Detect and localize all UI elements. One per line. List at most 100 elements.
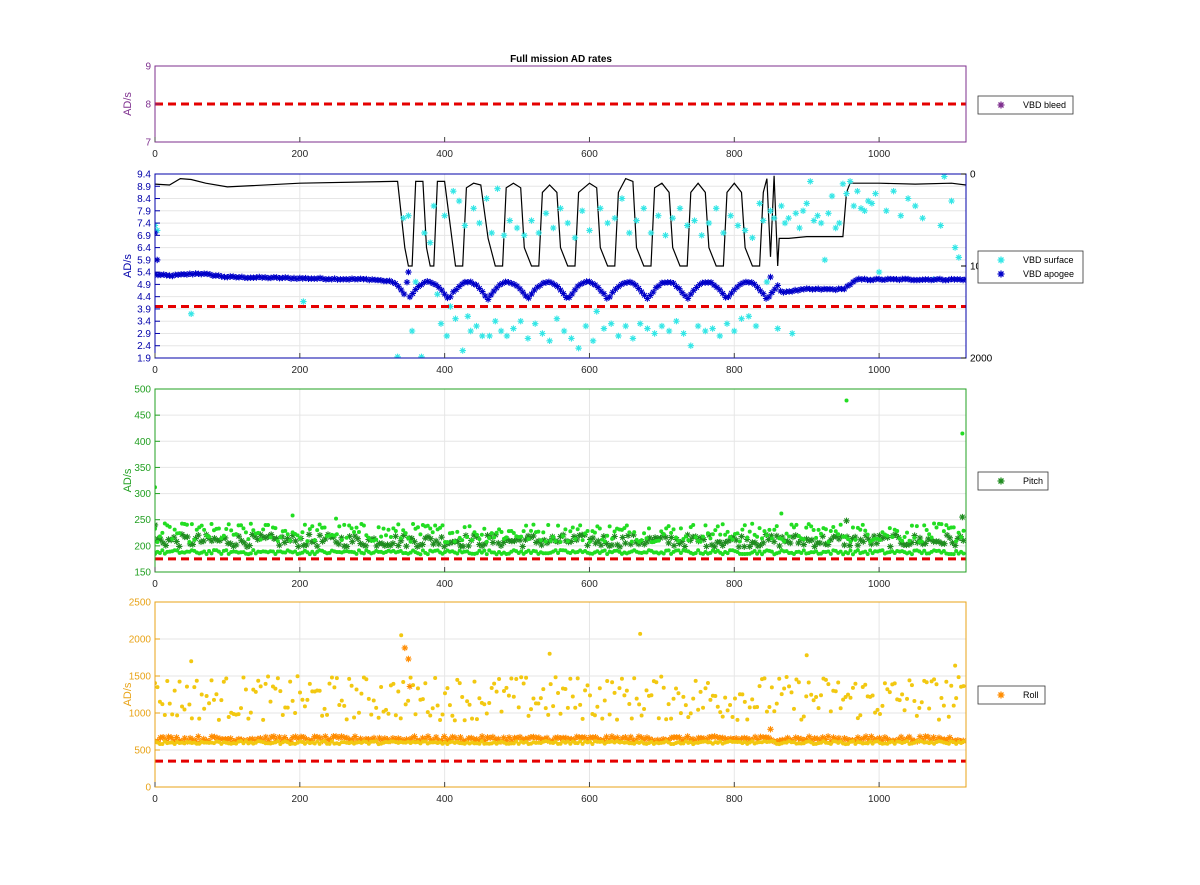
data-point [373, 542, 380, 550]
data-point [796, 680, 801, 685]
data-point [638, 288, 645, 296]
data-point [366, 535, 371, 540]
data-point [723, 320, 731, 327]
data-point [589, 534, 597, 542]
data-point [960, 431, 965, 436]
data-point [409, 290, 416, 297]
data-point [371, 698, 376, 703]
data-point [419, 541, 426, 548]
data-point [624, 736, 632, 743]
data-point [467, 327, 474, 335]
data-point [730, 533, 737, 541]
data-point [626, 229, 633, 237]
data-point [857, 205, 865, 212]
data-point [604, 219, 611, 227]
data-point [806, 537, 813, 544]
data-point [768, 289, 776, 296]
data-point [236, 712, 241, 717]
data-point [530, 733, 537, 741]
data-point [852, 533, 859, 541]
legend-label: VBD apogee [1023, 269, 1074, 279]
data-point [835, 535, 843, 543]
data-point [509, 676, 514, 681]
data-point [425, 710, 430, 715]
data-point [757, 287, 764, 294]
data-point [810, 217, 818, 224]
data-point [676, 691, 681, 696]
data-point [927, 736, 935, 744]
data-point [843, 517, 850, 524]
data-point [192, 685, 197, 690]
data-point [643, 538, 651, 546]
data-point [415, 525, 420, 530]
data-point [481, 737, 488, 744]
data-point [424, 278, 431, 285]
data-point [755, 704, 760, 709]
data-point [957, 276, 964, 283]
data-point [519, 289, 526, 296]
data-point [199, 523, 204, 528]
data-point [438, 718, 443, 723]
data-point [578, 702, 583, 707]
data-point [701, 705, 706, 710]
right-y-tick-label: 10 [970, 262, 982, 273]
data-point [224, 548, 229, 553]
data-point [300, 298, 307, 305]
data-point [316, 532, 324, 539]
data-point [622, 693, 627, 698]
data-point [554, 538, 561, 545]
data-point [824, 733, 832, 740]
data-point [361, 551, 366, 556]
data-point [936, 717, 941, 722]
data-point [696, 548, 701, 553]
data-point [370, 535, 378, 542]
data-point [167, 701, 172, 706]
legend-marker [997, 477, 1005, 485]
data-point [814, 735, 821, 742]
data-point [683, 534, 688, 539]
legend: Roll [977, 685, 1046, 705]
data-point [542, 279, 550, 286]
data-point [369, 712, 374, 717]
data-point [785, 215, 792, 222]
data-point [582, 322, 589, 330]
data-point [195, 532, 202, 539]
data-point [673, 283, 680, 290]
data-point [339, 538, 344, 543]
data-point [511, 537, 518, 545]
data-point [580, 279, 587, 286]
data-point [897, 212, 904, 219]
data-point [389, 735, 397, 742]
data-point [172, 527, 177, 532]
data-point [522, 536, 529, 543]
data-point [386, 711, 391, 716]
data-point [750, 521, 755, 526]
data-point [187, 702, 192, 707]
data-point [733, 735, 740, 742]
y-tick-label: 3.9 [137, 304, 151, 315]
data-point [496, 281, 503, 288]
data-point [184, 684, 189, 689]
data-point [427, 736, 434, 743]
data-point [497, 327, 505, 335]
data-point [760, 536, 765, 541]
data-point [468, 734, 475, 742]
data-point [850, 525, 855, 530]
plot-marks [155, 174, 966, 358]
data-point [556, 691, 561, 696]
data-point [919, 539, 924, 544]
data-point [248, 551, 253, 556]
y-tick-label: 300 [134, 489, 151, 500]
data-point [608, 541, 616, 549]
data-point [303, 541, 310, 549]
data-point [556, 551, 561, 556]
data-point [489, 531, 494, 536]
data-point [862, 733, 870, 740]
data-point [890, 188, 897, 195]
data-point [392, 533, 399, 540]
data-point [511, 281, 518, 288]
data-point [751, 281, 758, 288]
data-point [583, 688, 588, 693]
data-point [548, 279, 555, 287]
data-point [730, 715, 735, 720]
